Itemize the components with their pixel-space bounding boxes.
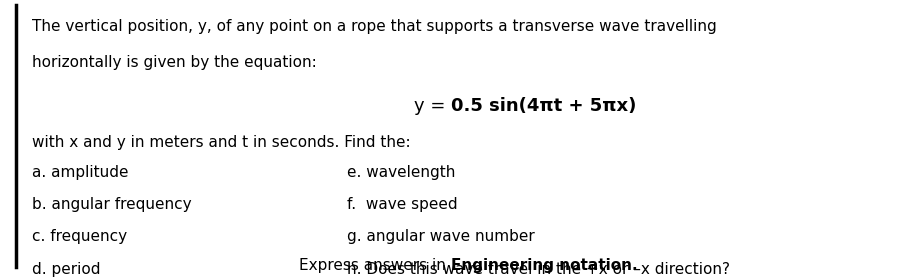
Text: f.  wave speed: f. wave speed [348, 197, 458, 212]
Text: e. wavelength: e. wavelength [348, 165, 456, 180]
Text: b. angular frequency: b. angular frequency [32, 197, 192, 212]
Text: c. frequency: c. frequency [32, 229, 127, 244]
Text: Engineering notation.: Engineering notation. [451, 258, 637, 273]
Text: Express answers in: Express answers in [300, 258, 451, 273]
Text: d. period: d. period [32, 262, 100, 276]
Text: 0.5 sin(4πt + 5πx): 0.5 sin(4πt + 5πx) [451, 97, 637, 115]
Text: The vertical position, y, of any point on a rope that supports a transverse wave: The vertical position, y, of any point o… [32, 19, 716, 34]
Text: a. amplitude: a. amplitude [32, 165, 128, 180]
Text: horizontally is given by the equation:: horizontally is given by the equation: [32, 55, 316, 69]
Text: g. angular wave number: g. angular wave number [348, 229, 535, 244]
Text: h. Does this wave travel in the +x or –x direction?: h. Does this wave travel in the +x or –x… [348, 262, 730, 276]
Text: y =: y = [414, 97, 451, 115]
Text: with x and y in meters and t in seconds. Find the:: with x and y in meters and t in seconds.… [32, 135, 410, 150]
